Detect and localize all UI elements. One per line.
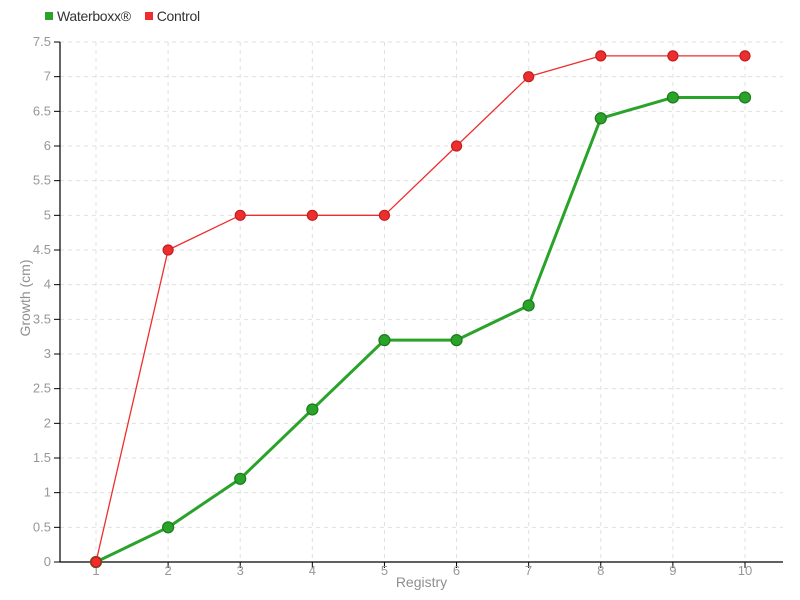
legend-swatch-waterboxx [45, 12, 53, 20]
legend-swatch-control [144, 12, 153, 20]
data-point-control-1[interactable] [90, 556, 102, 568]
series-line-control [95, 55, 745, 563]
data-point-control-3[interactable] [234, 209, 246, 221]
axes [59, 42, 783, 563]
data-point-waterboxx-2[interactable] [162, 521, 175, 534]
chart-legend: Waterboxx® Control [45, 8, 200, 24]
y-tick-label-0: 0 [44, 554, 51, 569]
y-tick-label-1.5: 1.5 [33, 450, 51, 465]
data-point-control-9[interactable] [667, 50, 679, 62]
y-tick-label-0.5: 0.5 [33, 519, 51, 534]
y-tick-label-2.5: 2.5 [33, 381, 51, 396]
y-tick-label-5.5: 5.5 [33, 173, 51, 188]
y-tick-label-3: 3 [44, 346, 51, 361]
y-tick-label-7: 7 [44, 69, 51, 84]
data-point-control-5[interactable] [378, 209, 391, 221]
data-point-waterboxx-10[interactable] [738, 91, 752, 104]
x-tick-labels: 1 2 3 4 5 6 7 8 9 10 [92, 563, 752, 578]
y-tick-label-5: 5 [44, 207, 51, 222]
x-tick-label-7: 7 [525, 563, 532, 578]
legend-item-waterboxx[interactable]: Waterboxx® [45, 8, 131, 24]
data-point-control-4[interactable] [306, 209, 318, 221]
data-point-waterboxx-7[interactable] [522, 299, 535, 312]
data-point-control-8[interactable] [595, 50, 607, 62]
axis-ticks [54, 41, 746, 568]
legend-label-waterboxx: Waterboxx® [57, 8, 131, 24]
y-axis-title: Growth (cm) [17, 260, 33, 337]
data-point-control-6[interactable] [450, 140, 463, 152]
y-tick-label-3.5: 3.5 [33, 311, 51, 326]
data-point-waterboxx-8[interactable] [594, 112, 607, 125]
x-tick-label-4: 4 [309, 563, 316, 578]
series-control [90, 50, 751, 568]
y-tick-label-6: 6 [44, 138, 51, 153]
y-tick-label-1: 1 [44, 485, 51, 500]
x-tick-label-5: 5 [381, 563, 388, 578]
data-point-control-10[interactable] [739, 50, 751, 62]
x-tick-label-8: 8 [597, 563, 604, 578]
data-point-waterboxx-9[interactable] [666, 91, 679, 104]
x-tick-label-9: 9 [669, 563, 676, 578]
y-tick-label-4: 4 [44, 277, 51, 292]
x-tick-label-3: 3 [237, 563, 244, 578]
y-tick-labels: 0 0.5 1 1.5 2 2.5 3 3.5 4 4.5 5 5.5 6 6.5 7 7.5 [33, 34, 51, 569]
y-tick-label-2: 2 [44, 415, 51, 430]
x-tick-label-6: 6 [453, 563, 460, 578]
series-line-waterboxx [95, 95, 745, 564]
x-tick-label-1: 1 [92, 563, 99, 578]
data-point-control-7[interactable] [523, 71, 535, 83]
legend-item-control[interactable]: Control [144, 8, 200, 24]
x-tick-label-2: 2 [164, 563, 171, 578]
x-axis-title: Registry [396, 574, 447, 590]
y-tick-label-6.5: 6.5 [33, 103, 51, 118]
legend-label-control: Control [156, 8, 200, 24]
data-point-waterboxx-4[interactable] [306, 403, 319, 416]
data-point-waterboxx-5[interactable] [378, 334, 391, 347]
y-tick-label-4.5: 4.5 [33, 242, 51, 257]
data-point-waterboxx-3[interactable] [234, 472, 247, 485]
data-point-waterboxx-6[interactable] [450, 334, 463, 347]
y-tick-label-7.5: 7.5 [33, 34, 51, 49]
x-tick-label-10: 10 [738, 563, 752, 578]
series-waterboxx [89, 91, 752, 569]
data-point-control-2[interactable] [162, 244, 174, 256]
gridlines [60, 41, 783, 562]
